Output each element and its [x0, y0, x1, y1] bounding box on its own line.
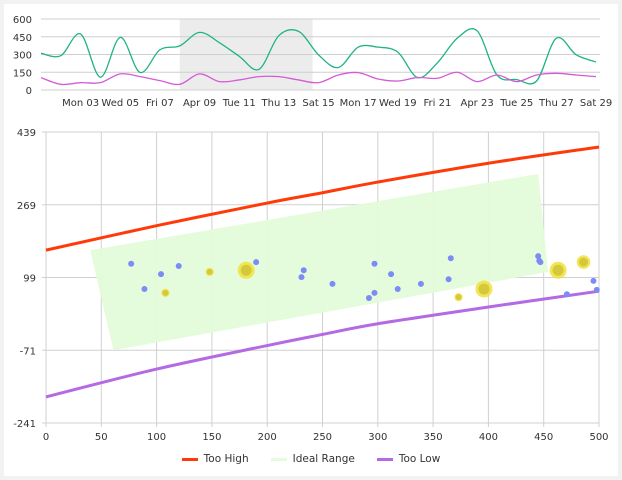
data-point — [593, 286, 600, 293]
highlight-point-core — [455, 294, 462, 301]
x-tick-label: Wed 19 — [379, 98, 417, 109]
x-tick-label: Tue 11 — [222, 98, 256, 109]
x-tick-label: Fri 07 — [146, 98, 174, 109]
x-tick-label: 300 — [368, 432, 387, 443]
x-tick-label: Apr 09 — [183, 98, 216, 109]
x-tick-label: 350 — [424, 432, 443, 443]
data-point — [563, 291, 570, 298]
legend-label: Too High — [203, 453, 249, 465]
x-tick-label: Thu 13 — [261, 98, 297, 109]
legend-label: Too Low — [398, 453, 441, 465]
x-tick-label: Sat 29 — [580, 98, 612, 109]
highlight-point-core — [162, 289, 169, 296]
too-low-line — [45, 289, 600, 399]
y-tick-label: 269 — [17, 201, 36, 212]
y-tick-label: 600 — [13, 15, 32, 26]
legend-swatch — [181, 457, 198, 461]
data-point — [158, 271, 165, 278]
y-tick-label: -241 — [13, 419, 36, 430]
legend-item-ideal-range[interactable]: Ideal Range — [270, 453, 355, 465]
data-point — [298, 274, 305, 281]
y-tick-label: 300 — [13, 51, 32, 62]
data-point — [300, 267, 307, 274]
data-point — [394, 286, 401, 293]
x-tick-label: Mon 03 — [62, 98, 99, 109]
highlight-point-core — [240, 264, 252, 276]
x-tick-label: 400 — [479, 432, 498, 443]
data-point — [329, 280, 336, 287]
x-tick-label: 200 — [258, 432, 277, 443]
data-point — [175, 262, 182, 269]
x-tick-label: Sat 15 — [302, 98, 334, 109]
legend-swatch — [270, 457, 287, 461]
highlight-point-core — [206, 268, 213, 275]
y-tick-label: 0 — [26, 86, 32, 97]
navigator-line-chart[interactable]: 0 150 300 450 600 Mon 03 Wed 05 Fri 07 Apr 09 Tue… — [0, 0, 622, 115]
x-tick-label: 150 — [202, 432, 221, 443]
data-point — [371, 289, 378, 296]
y-tick-label: -71 — [20, 346, 36, 357]
data-point — [365, 295, 372, 302]
x-tick-label: 450 — [534, 432, 553, 443]
x-tick-label: Tue 25 — [499, 98, 533, 109]
y-tick-label: 439 — [17, 128, 36, 139]
x-tick-label: Apr 23 — [460, 98, 493, 109]
data-point — [445, 276, 452, 283]
data-point — [128, 260, 135, 267]
scatter-chart: 0 50 100 150 200 250 300 350 400 450 500 -241 -71 99 2… — [13, 128, 608, 443]
too-high-line — [45, 145, 600, 252]
x-tick-label: 0 — [43, 432, 49, 443]
data-point — [141, 286, 148, 293]
data-point — [388, 271, 395, 278]
x-tick-label: 500 — [589, 432, 608, 443]
series-line-0 — [40, 28, 597, 85]
series-line-1 — [40, 71, 597, 86]
y-tick-label: 150 — [13, 68, 32, 79]
highlight-point-core — [579, 257, 589, 267]
x-tick-label: Wed 05 — [101, 98, 139, 109]
y-tick-label: 450 — [13, 33, 32, 44]
highlight-point-core — [478, 283, 490, 295]
data-point — [535, 253, 542, 260]
y-tick-label: 99 — [23, 274, 36, 285]
legend: Too High Ideal Range Too Low — [0, 453, 622, 465]
legend-swatch — [376, 457, 393, 461]
x-tick-label: 250 — [313, 432, 332, 443]
x-tick-label: Mon 17 — [340, 98, 377, 109]
data-point — [371, 260, 378, 267]
ideal-range-area — [90, 173, 549, 351]
x-tick-label: 100 — [147, 432, 166, 443]
x-tick-label: Fri 21 — [424, 98, 452, 109]
x-tick-label: Thu 27 — [538, 98, 574, 109]
legend-label: Ideal Range — [292, 453, 355, 465]
data-point — [447, 255, 454, 262]
x-tick-label: 50 — [95, 432, 108, 443]
data-point — [253, 259, 260, 266]
legend-item-too-high[interactable]: Too High — [181, 453, 249, 465]
data-point — [590, 277, 597, 284]
data-point — [537, 259, 544, 266]
highlight-point-core — [552, 264, 564, 276]
legend-item-too-low[interactable]: Too Low — [376, 453, 441, 465]
data-point — [417, 280, 424, 287]
